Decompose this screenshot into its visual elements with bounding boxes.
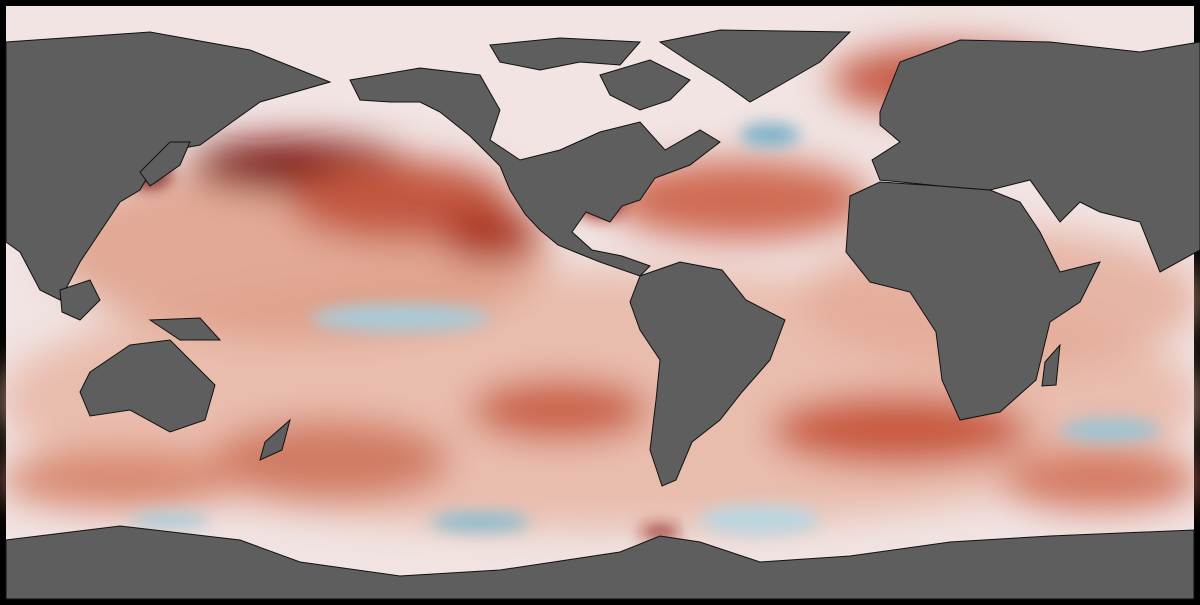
greenland	[658, 29, 852, 103]
north-america	[349, 67, 721, 277]
australia	[79, 339, 216, 433]
south-america	[629, 261, 786, 487]
arctic-islands	[489, 37, 642, 71]
baffin-island	[599, 59, 691, 111]
japan	[139, 141, 191, 187]
new-zealand	[259, 418, 291, 461]
borneo	[59, 279, 101, 321]
eurasia-east	[871, 39, 1200, 273]
landmasses	[5, 29, 1200, 600]
new-guinea	[148, 317, 222, 341]
madagascar	[1041, 343, 1061, 387]
antarctica	[5, 525, 1195, 600]
